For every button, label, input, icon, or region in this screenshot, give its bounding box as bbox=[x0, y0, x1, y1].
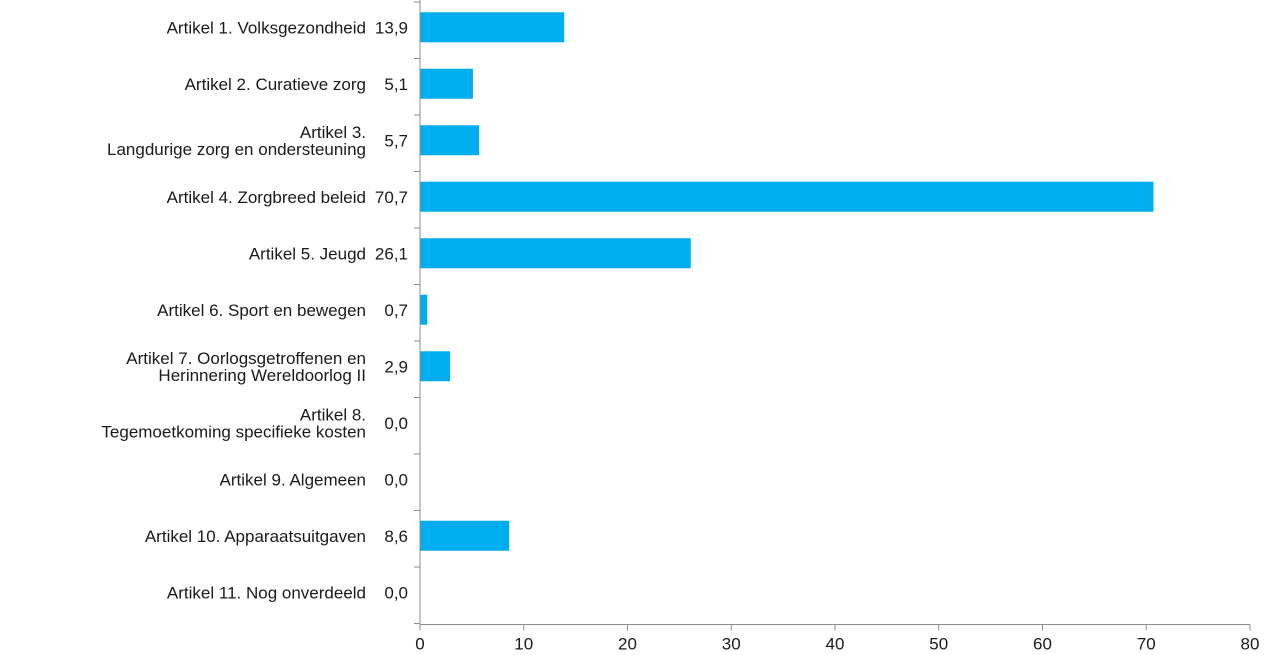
category-label-9: Artikel 9. Algemeen bbox=[220, 470, 366, 489]
category-label-line: Artikel 10. Apparaatsuitgaven bbox=[145, 527, 366, 546]
value-label-9: 0,0 bbox=[384, 470, 408, 489]
category-label-11: Artikel 11. Nog onverdeeld bbox=[167, 583, 366, 602]
value-label-3: 5,7 bbox=[384, 131, 408, 150]
bar-7 bbox=[420, 351, 451, 382]
value-labels-group: 13,9 5,1 5,7 70,7 26,1 0,7 2,9 0,0 0,0 8,6 0,0 bbox=[375, 18, 408, 602]
value-label-1: 13,9 bbox=[375, 18, 408, 37]
bar-4 bbox=[420, 181, 1154, 212]
x-tick-label: 50 bbox=[929, 635, 948, 654]
category-label-line: Artikel 4. Zorgbreed beleid bbox=[167, 188, 366, 207]
bar-6 bbox=[420, 294, 428, 325]
value-label-10: 8,6 bbox=[384, 527, 408, 546]
bar-5 bbox=[420, 238, 691, 269]
category-label-4: Artikel 4. Zorgbreed beleid bbox=[167, 188, 366, 207]
x-tick-label: 20 bbox=[618, 635, 637, 654]
category-label-5: Artikel 5. Jeugd bbox=[249, 244, 366, 263]
category-label-line: Artikel 2. Curatieve zorg bbox=[185, 75, 366, 94]
category-label-line: Artikel 11. Nog onverdeeld bbox=[167, 583, 366, 602]
bar-3 bbox=[420, 125, 480, 156]
category-label-7: Artikel 7. Oorlogsgetroffenen en Herinner… bbox=[126, 349, 366, 385]
x-tick-label: 60 bbox=[1033, 635, 1052, 654]
category-label-10: Artikel 10. Apparaatsuitgaven bbox=[145, 527, 366, 546]
category-label-line: Artikel 3. bbox=[300, 123, 366, 142]
category-label-line: Artikel 9. Algemeen bbox=[220, 470, 366, 489]
x-tick-label: 70 bbox=[1137, 635, 1156, 654]
category-label-line: Artikel 7. Oorlogsgetroffenen en bbox=[126, 349, 366, 368]
category-label-line: Artikel 8. bbox=[300, 405, 366, 424]
value-label-11: 0,0 bbox=[384, 583, 408, 602]
value-label-5: 26,1 bbox=[375, 244, 408, 263]
category-label-line: Artikel 6. Sport en bewegen bbox=[157, 301, 366, 320]
axes-group: 0 10 20 30 40 50 60 70 80 bbox=[414, 0, 1259, 654]
category-label-line: Langdurige zorg en ondersteuning bbox=[107, 140, 366, 159]
category-label-2: Artikel 2. Curatieve zorg bbox=[185, 75, 366, 94]
category-label-line: Herinnering Wereldoorlog II bbox=[158, 366, 366, 385]
x-tick-label: 80 bbox=[1241, 635, 1260, 654]
bar-10 bbox=[420, 520, 510, 551]
category-label-line: Artikel 5. Jeugd bbox=[249, 244, 366, 263]
x-tick-label: 0 bbox=[415, 635, 424, 654]
value-label-6: 0,7 bbox=[384, 301, 408, 320]
bar-1 bbox=[420, 12, 565, 43]
category-label-line: Tegemoetkoming specifieke kosten bbox=[101, 422, 366, 441]
value-label-8: 0,0 bbox=[384, 414, 408, 433]
category-labels-group: Artikel 1. Volksgezondheid Artikel 2. Cur… bbox=[101, 18, 366, 602]
category-label-1: Artikel 1. Volksgezondheid bbox=[167, 18, 366, 37]
category-label-line: Artikel 1. Volksgezondheid bbox=[167, 18, 366, 37]
category-label-8: Artikel 8. Tegemoetkoming specifieke kost… bbox=[101, 405, 366, 441]
bars-group bbox=[420, 12, 1154, 551]
x-tick-label: 30 bbox=[722, 635, 741, 654]
bar-2 bbox=[420, 68, 473, 99]
x-tick-label: 40 bbox=[826, 635, 845, 654]
category-label-6: Artikel 6. Sport en bewegen bbox=[157, 301, 366, 320]
x-tick-label: 10 bbox=[514, 635, 533, 654]
value-label-4: 70,7 bbox=[375, 188, 408, 207]
value-label-2: 5,1 bbox=[384, 75, 408, 94]
category-label-3: Artikel 3. Langdurige zorg en ondersteuni… bbox=[107, 123, 366, 159]
value-label-7: 2,9 bbox=[384, 357, 408, 376]
